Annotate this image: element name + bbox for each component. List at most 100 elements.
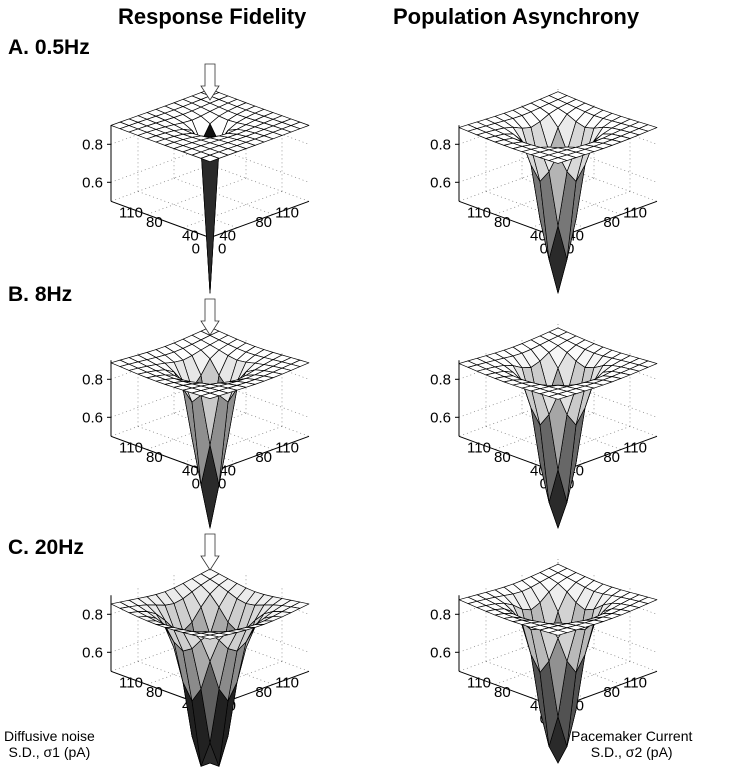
surface-cell <box>548 393 568 400</box>
sigma2-tick-label-2: 80 <box>494 449 511 466</box>
floor-gridline-i-0 <box>209 164 310 202</box>
sigma2-tick-label-2: 80 <box>494 214 511 231</box>
z-tick-label-0: 0.6 <box>82 409 103 426</box>
floor-gridline-j-2 <box>530 191 631 229</box>
floor-gridline-i-2 <box>137 426 238 464</box>
sigma2-axis-line <box>209 200 310 239</box>
sigma2-tick-label-3: 110 <box>119 204 143 221</box>
sigma1-axis-title-line1: Diffusive noise <box>4 728 95 744</box>
row-label-c: C. 20Hz <box>8 536 84 559</box>
floor-gridline-i-2 <box>485 426 586 464</box>
sigma1-tick-label-2: 80 <box>603 214 620 231</box>
surface <box>458 91 658 294</box>
sigma2-axis-title-line1: Pacemaker Current <box>571 728 693 744</box>
sigma1-tick-label-3: 110 <box>275 439 299 456</box>
sigma1-tick-label-2: 80 <box>255 449 272 466</box>
z-tick-label-1: 0.8 <box>82 136 103 153</box>
row-label-b: B. 8Hz <box>8 283 73 306</box>
surface-cell <box>548 157 568 164</box>
sigma2-axis-title: Pacemaker Current S.D., σ2 (pA) <box>571 728 692 760</box>
sigma2-tick-label-3: 110 <box>467 204 491 221</box>
column-title-population-asynchrony: Population Asynchrony <box>393 4 640 29</box>
sigma1-tick-label-0: 0 <box>540 241 548 258</box>
z-tick-label-1: 0.8 <box>430 371 451 388</box>
sigma1-tick-label-0: 0 <box>192 476 200 493</box>
floor-gridline-j-0 <box>458 634 559 672</box>
sigma1-tick-label-2: 80 <box>255 214 272 231</box>
floor-gridline-i-0 <box>209 634 310 672</box>
sigma2-tick-label-3: 110 <box>119 674 143 691</box>
z-tick-label-0: 0.6 <box>430 409 451 426</box>
surface <box>110 88 310 294</box>
z-tick-label-0: 0.6 <box>430 174 451 191</box>
z-tick-label-0: 0.6 <box>430 644 451 661</box>
sigma2-tick-label-0: 0 <box>218 241 226 258</box>
sigma2-tick-label-2: 80 <box>494 684 511 701</box>
sigma2-tick-label-3: 110 <box>119 439 143 456</box>
floor-gridline-i-0 <box>209 399 310 437</box>
sigma1-tick-label-3: 110 <box>623 674 647 691</box>
sigma1-tick-label-1: 40 <box>219 462 236 479</box>
fidelity-marker-arrow <box>200 298 220 336</box>
sigma2-tick-label-2: 80 <box>146 684 163 701</box>
sigma1-axis-line <box>110 200 211 239</box>
surface-cell <box>200 154 220 163</box>
surface <box>110 568 310 767</box>
surface-cell <box>200 634 220 640</box>
surface <box>110 326 310 529</box>
z-tick-label-0: 0.6 <box>82 174 103 191</box>
floor-gridline-i-0 <box>557 399 658 437</box>
sigma2-tick-label-1: 40 <box>182 462 199 479</box>
sigma1-tick-label-3: 110 <box>623 204 647 221</box>
sigma1-axis-line <box>458 200 559 239</box>
floor-gridline-j-0 <box>458 164 559 202</box>
sigma2-tick-label-2: 80 <box>146 214 163 231</box>
z-tick-label-1: 0.8 <box>430 606 451 623</box>
sigma2-axis-title-line2: S.D., σ2 (pA) <box>590 744 673 760</box>
sigma2-tick-label-3: 110 <box>467 674 491 691</box>
sigma2-tick-label-0: 0 <box>218 476 226 493</box>
sigma2-tick-label-2: 80 <box>146 449 163 466</box>
sigma2-axis-line <box>557 200 658 239</box>
sigma1-tick-label-0: 0 <box>540 476 548 493</box>
surface-cell <box>200 392 220 399</box>
z-tick-label-1: 0.8 <box>82 606 103 623</box>
floor-gridline-j-2 <box>182 426 283 464</box>
sigma1-axis-line <box>110 435 211 474</box>
sigma1-axis-title-line2: S.D., σ1 (pA) <box>8 744 91 760</box>
sigma1-tick-label-1: 40 <box>219 227 236 244</box>
sigma2-tick-label-1: 40 <box>182 227 199 244</box>
floor-gridline-i-2 <box>485 191 586 229</box>
floor-gridline-i-0 <box>557 634 658 672</box>
surface-cell <box>548 629 568 636</box>
sigma2-axis-line <box>209 435 310 474</box>
column-title-response-fidelity: Response Fidelity <box>118 4 307 29</box>
z-tick-label-1: 0.8 <box>430 136 451 153</box>
floor-gridline-j-0 <box>110 164 211 202</box>
sigma1-tick-label-3: 110 <box>623 439 647 456</box>
sigma1-tick-label-2: 80 <box>255 684 272 701</box>
floor-gridline-i-1 <box>173 177 274 215</box>
floor-gridline-j-0 <box>110 634 211 672</box>
sigma2-tick-label-3: 110 <box>467 439 491 456</box>
surface <box>458 327 658 529</box>
sigma2-tick-label-0: 0 <box>566 241 574 258</box>
floor-gridline-j-2 <box>182 191 283 229</box>
sigma1-axis-title: Diffusive noise S.D., σ1 (pA) <box>4 728 95 760</box>
sigma1-tick-label-2: 80 <box>603 684 620 701</box>
floor-gridline-i-2 <box>137 191 238 229</box>
floor-gridline-i-0 <box>557 164 658 202</box>
z-tick-label-0: 0.6 <box>82 644 103 661</box>
sigma1-tick-label-0: 0 <box>192 241 200 258</box>
floor-gridline-j-2 <box>530 426 631 464</box>
floor-gridline-j-0 <box>110 399 211 437</box>
row-label-a: A. 0.5Hz <box>8 36 90 59</box>
fidelity-marker-arrow <box>200 63 220 101</box>
